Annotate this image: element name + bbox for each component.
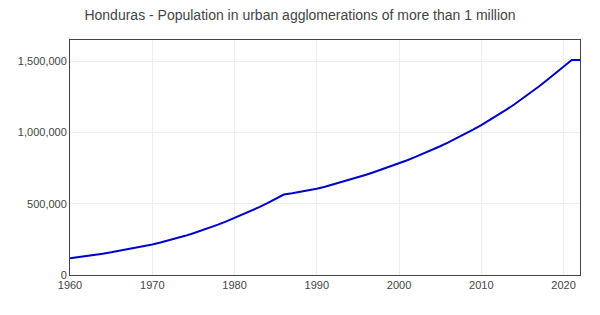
svg-text:1,000,000: 1,000,000 xyxy=(18,126,67,138)
svg-text:1,500,000: 1,500,000 xyxy=(18,55,67,67)
svg-text:2010: 2010 xyxy=(469,279,493,291)
svg-text:1990: 1990 xyxy=(305,279,329,291)
svg-text:0: 0 xyxy=(61,269,67,281)
svg-text:1960: 1960 xyxy=(58,279,82,291)
svg-text:2020: 2020 xyxy=(551,279,575,291)
svg-text:1970: 1970 xyxy=(140,279,164,291)
svg-text:1980: 1980 xyxy=(222,279,246,291)
svg-text:Honduras - Population in urban: Honduras - Population in urban agglomera… xyxy=(84,7,515,23)
svg-text:2000: 2000 xyxy=(387,279,411,291)
svg-text:500,000: 500,000 xyxy=(27,198,67,210)
